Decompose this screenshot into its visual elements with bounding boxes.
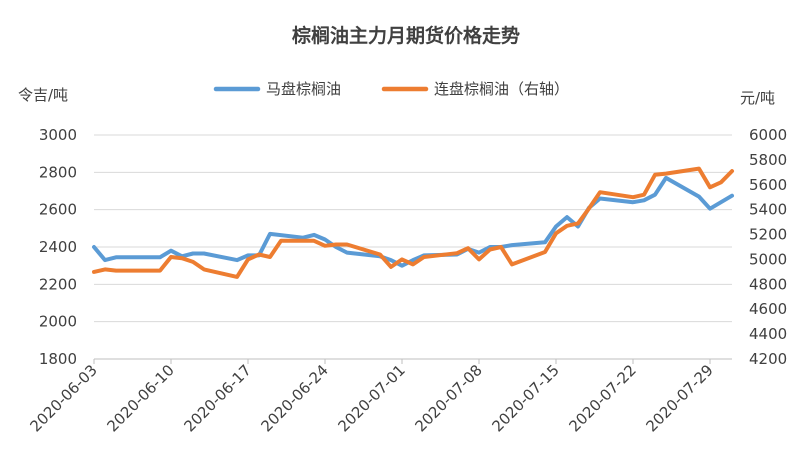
right-tick-label: 5800 xyxy=(749,151,787,169)
right-tick-label: 4600 xyxy=(749,300,787,318)
right-tick-label: 4200 xyxy=(749,350,787,368)
left-tick-label: 2400 xyxy=(39,238,77,256)
right-tick-label: 5000 xyxy=(749,250,787,268)
left-tick-label: 1800 xyxy=(39,350,77,368)
left-tick-label: 3000 xyxy=(39,126,77,144)
left-tick-labels: 1800 2000 2200 2400 2600 2800 3000 xyxy=(39,126,77,368)
right-tick-label: 5600 xyxy=(749,176,787,194)
left-tick-label: 2800 xyxy=(39,163,77,181)
series-lines xyxy=(92,166,734,279)
right-tick-label: 6000 xyxy=(749,126,787,144)
series-line-0 xyxy=(92,175,734,268)
right-tick-label: 5200 xyxy=(749,226,787,244)
legend-label-series-0: 马盘棕榈油 xyxy=(266,80,341,98)
left-tick-label: 2600 xyxy=(39,201,77,219)
right-tick-labels: 4200 4400 4600 4800 5000 5200 5400 5600 5800 6000 xyxy=(749,126,787,368)
legend: 马盘棕榈油 连盘棕榈油（右轴） xyxy=(213,80,569,98)
right-tick-label: 4400 xyxy=(749,325,787,343)
right-axis-unit: 元/吨 xyxy=(740,89,775,107)
right-tick-label: 4800 xyxy=(749,275,787,293)
left-tick-label: 2000 xyxy=(39,313,77,331)
legend-label-series-1: 连盘棕榈油（右轴） xyxy=(434,80,569,98)
right-tick-label: 5400 xyxy=(749,201,787,219)
left-axis-unit: 令吉/吨 xyxy=(18,86,68,104)
chart-title: 棕榈油主力月期货价格走势 xyxy=(292,24,520,47)
gridlines xyxy=(94,134,732,323)
left-tick-label: 2200 xyxy=(39,275,77,293)
series-line-1 xyxy=(92,166,734,279)
